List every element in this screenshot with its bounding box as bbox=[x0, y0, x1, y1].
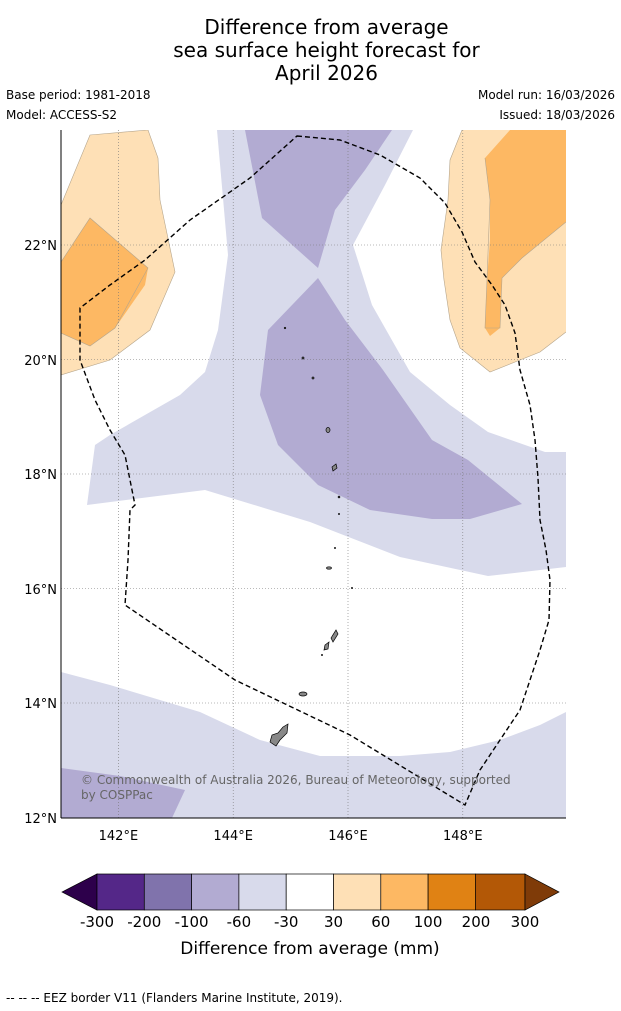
colorbar-label-6: 30 bbox=[324, 913, 343, 931]
colorbar-swatch-1 bbox=[96, 873, 145, 911]
meta-left: Base period: 1981-2018 Model: ACCESS-S2 bbox=[6, 88, 151, 128]
colorbar-labels: -300 -200 -100 -60 -30 30 60 100 200 300 bbox=[80, 913, 539, 931]
title-line-3: April 2026 bbox=[275, 61, 378, 85]
colorbar-label-3: -100 bbox=[175, 913, 209, 931]
contour-light-purple-south bbox=[61, 672, 566, 818]
island-guguan bbox=[338, 513, 340, 515]
colorbar-label-9: 200 bbox=[462, 913, 491, 931]
copyright-line-2: by COSPPac bbox=[81, 788, 153, 802]
eez-border bbox=[79, 135, 551, 807]
title-line-2: sea surface height forecast for bbox=[173, 38, 480, 62]
lon-label-142: 142°E bbox=[99, 829, 139, 844]
map-title: Difference from average sea surface heig… bbox=[0, 16, 621, 85]
island-asuncion bbox=[311, 376, 315, 380]
colorbar-swatch-5 bbox=[285, 873, 334, 911]
colorbar-label-5: -30 bbox=[274, 913, 299, 931]
island-pagan bbox=[331, 463, 338, 472]
colorbar-swatch-6 bbox=[333, 873, 382, 911]
eez-footnote: -- -- -- EEZ border V11 (Flanders Marine… bbox=[6, 991, 343, 1005]
island-guam bbox=[269, 723, 289, 747]
island-alamagan bbox=[337, 495, 341, 499]
title-line-1: Difference from average bbox=[204, 15, 449, 39]
contour-medium-purple-north bbox=[245, 130, 392, 268]
meta-right: Model run: 16/03/2026 Issued: 18/03/2026 bbox=[478, 88, 615, 128]
colorbar-label-10: 300 bbox=[511, 913, 540, 931]
colorbar-swatch-8 bbox=[427, 873, 476, 911]
islands bbox=[269, 326, 353, 747]
model-run: Model run: 16/03/2026 bbox=[477, 88, 615, 102]
island-sarigan bbox=[334, 547, 336, 549]
colorbar-label-7: 60 bbox=[371, 913, 390, 931]
lat-label-16: 16°N bbox=[24, 583, 57, 598]
copyright-line-1: © Commonwealth of Australia 2026, Bureau… bbox=[81, 773, 511, 787]
island-anatahan bbox=[326, 566, 332, 570]
colorbar-swatch-4 bbox=[238, 873, 287, 911]
map-panel: © Commonwealth of Australia 2026, Bureau… bbox=[61, 130, 566, 818]
lat-label-20: 20°N bbox=[24, 354, 57, 369]
colorbar-title: Difference from average (mm) bbox=[180, 939, 439, 959]
island-tinian bbox=[323, 641, 330, 651]
contour-medium-purple-central bbox=[260, 278, 522, 519]
lat-label-12: 12°N bbox=[24, 812, 57, 827]
island-rota bbox=[298, 691, 308, 697]
colorbar: -300 -200 -100 -60 -30 30 60 100 200 300… bbox=[61, 873, 560, 959]
colorbar-swatch-2 bbox=[143, 873, 192, 911]
contour-orange-west bbox=[61, 218, 148, 346]
island-farallon-de-pajaros bbox=[283, 326, 287, 330]
model-name: Model: ACCESS-S2 bbox=[6, 108, 118, 122]
colorbar-label-1: -300 bbox=[80, 913, 114, 931]
lat-label-18: 18°N bbox=[24, 468, 57, 483]
base-period: Base period: 1981-2018 bbox=[6, 88, 151, 102]
colorbar-swatch-9 bbox=[475, 873, 526, 911]
lat-label-14: 14°N bbox=[24, 697, 57, 712]
colorbar-label-4: -60 bbox=[227, 913, 252, 931]
island-saipan bbox=[330, 629, 339, 643]
lat-label-22: 22°N bbox=[24, 239, 57, 254]
colorbar-extend-min bbox=[61, 873, 98, 911]
lon-axis: 142°E 144°E 146°E 148°E bbox=[99, 829, 483, 844]
colorbar-swatch-7 bbox=[380, 873, 429, 911]
lon-label-144: 144°E bbox=[213, 829, 253, 844]
copyright: © Commonwealth of Australia 2026, Bureau… bbox=[81, 773, 511, 802]
colorbar-label-8: 100 bbox=[414, 913, 443, 931]
lon-label-146: 146°E bbox=[328, 829, 368, 844]
contour-orange-east bbox=[485, 130, 566, 336]
island-aguijan bbox=[321, 654, 323, 656]
contour-edges bbox=[61, 130, 566, 376]
colorbar-swatch-3 bbox=[191, 873, 240, 911]
colorbar-label-2: -200 bbox=[127, 913, 161, 931]
issued-date: Issued: 18/03/2026 bbox=[499, 108, 615, 122]
lon-label-148: 148°E bbox=[443, 829, 483, 844]
island-farallon-de-medinilla bbox=[351, 587, 353, 589]
graticule bbox=[61, 130, 566, 818]
contour-medium-purple-southwest bbox=[61, 768, 185, 818]
island-agrihan bbox=[325, 427, 331, 433]
island-maug bbox=[301, 356, 305, 360]
lat-axis: 12°N 14°N 16°N 18°N 20°N 22°N bbox=[24, 239, 57, 827]
colorbar-extend-max bbox=[524, 873, 560, 911]
